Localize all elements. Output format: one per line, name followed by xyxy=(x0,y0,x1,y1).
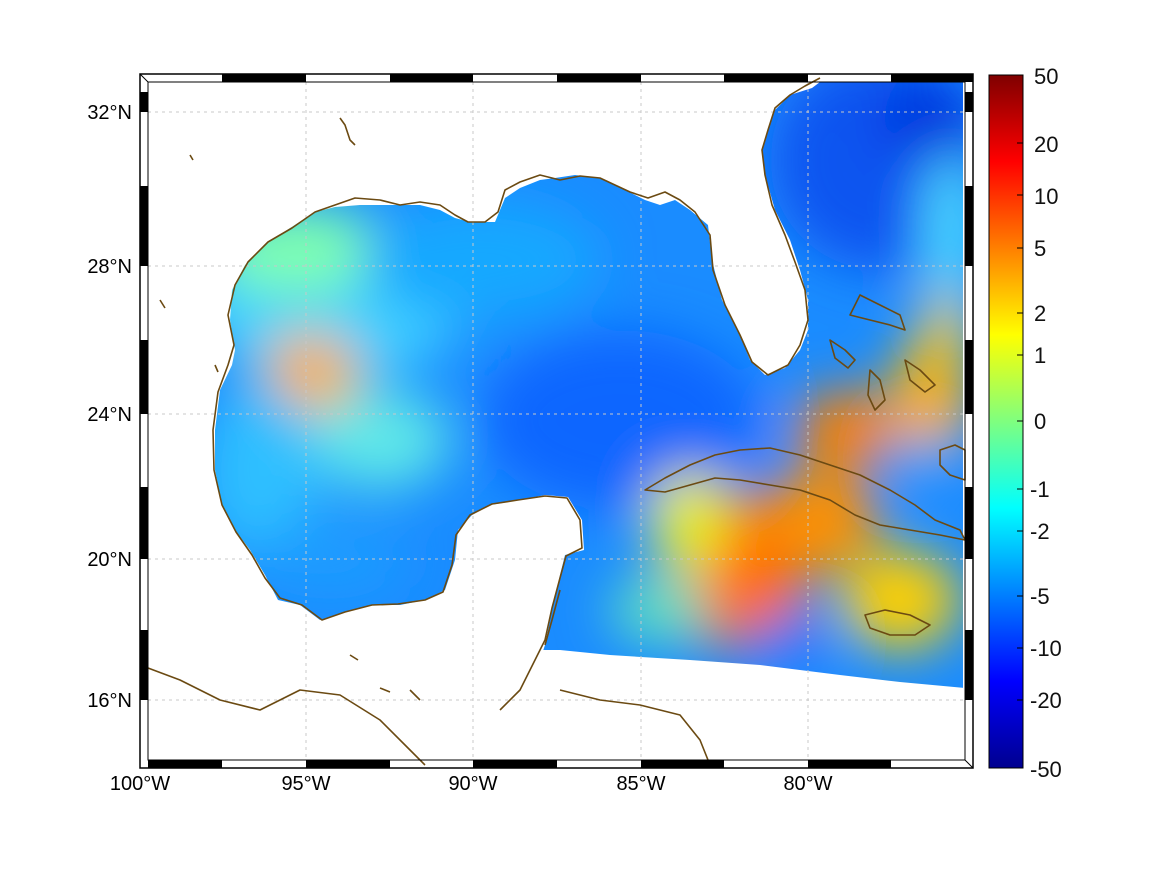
frame-right-stripes xyxy=(965,92,973,700)
colorbar-tick-label: -50 xyxy=(1030,757,1062,782)
colorbar-tick-label: 50 xyxy=(1034,64,1058,89)
coastline-jamaica xyxy=(864,609,931,636)
coastlines xyxy=(147,77,966,766)
coastline-pacific xyxy=(147,667,426,766)
y-tick-label: 24°N xyxy=(87,404,132,426)
colorbar-tick-label: -20 xyxy=(1030,688,1062,713)
coastline-gulf xyxy=(212,77,821,711)
land-masks xyxy=(148,82,965,760)
colorbar-tick-label: -1 xyxy=(1030,477,1050,502)
y-tick-label: 20°N xyxy=(87,549,132,571)
frame-corner-br xyxy=(964,759,974,769)
x-tick-label: 100°W xyxy=(110,773,170,795)
colorbar-tick-label: 0 xyxy=(1034,409,1046,434)
colorbar-tick-label: -10 xyxy=(1030,636,1062,661)
colorbar-tick-label: -5 xyxy=(1030,584,1050,609)
x-tick-label: 90°W xyxy=(448,773,497,795)
x-tick-label: 80°W xyxy=(783,773,832,795)
frame-bottom-stripes xyxy=(148,760,891,768)
y-tick-label: 28°N xyxy=(87,256,132,278)
coastline-yucatan-east xyxy=(544,589,561,646)
colorbar-tick-label: 20 xyxy=(1034,132,1058,157)
frame-corner-tl xyxy=(139,73,149,83)
colorbar-ticks xyxy=(1017,142,1023,701)
y-tick-labels: 32°N 28°N 24°N 20°N 16°N xyxy=(87,102,132,712)
coastline-honduras xyxy=(559,689,711,766)
colorbar-tick-label: 5 xyxy=(1034,236,1046,261)
frame-left-stripes xyxy=(140,92,148,700)
colorbar-tick-label: 10 xyxy=(1034,184,1058,209)
map-frame xyxy=(139,73,974,769)
coastline-cuba xyxy=(644,447,966,541)
colorbar-tick-label: 2 xyxy=(1034,301,1046,326)
colorbar: 50 20 10 5 2 1 0 -1 -2 -5 -10 -20 -50 xyxy=(988,64,1062,782)
x-tick-label: 85°W xyxy=(616,773,665,795)
coastline-islands-west xyxy=(159,117,421,701)
frame-top-stripes xyxy=(222,74,973,82)
y-tick-label: 16°N xyxy=(87,690,132,712)
land-right-edge xyxy=(963,82,965,760)
land-north-america xyxy=(148,82,820,660)
x-tick-labels: 100°W 95°W 90°W 85°W 80°W xyxy=(110,773,833,795)
map-gridlines xyxy=(148,82,965,760)
coastline-bahamas xyxy=(829,294,936,411)
land-central-america xyxy=(148,650,965,760)
colorbar-tick-label: 1 xyxy=(1034,343,1046,368)
x-tick-label: 95°W xyxy=(281,773,330,795)
ocean-data-field xyxy=(148,82,965,760)
colorbar-tick-label: -2 xyxy=(1030,519,1050,544)
y-tick-label: 32°N xyxy=(87,102,132,124)
